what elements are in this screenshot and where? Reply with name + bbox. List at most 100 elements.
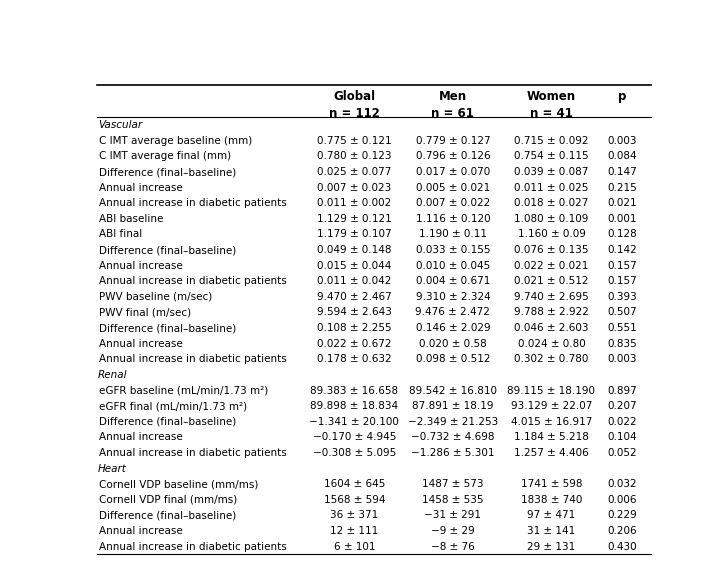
Text: 1.129 ± 0.121: 1.129 ± 0.121	[317, 214, 392, 224]
Text: Annual increase in diabetic patients: Annual increase in diabetic patients	[100, 542, 287, 552]
Text: 1.190 ± 0.11: 1.190 ± 0.11	[419, 230, 487, 239]
Text: PWV baseline (m/sec): PWV baseline (m/sec)	[100, 292, 212, 302]
Text: Annual increase: Annual increase	[100, 432, 183, 443]
Text: 0.229: 0.229	[607, 511, 637, 520]
Text: −1.286 ± 5.301: −1.286 ± 5.301	[411, 448, 494, 458]
Text: 0.754 ± 0.115: 0.754 ± 0.115	[514, 151, 589, 162]
Text: 0.024 ± 0.80: 0.024 ± 0.80	[518, 339, 585, 348]
Text: 0.108 ± 2.255: 0.108 ± 2.255	[317, 323, 392, 333]
Text: Men: Men	[439, 90, 467, 103]
Text: n = 41: n = 41	[530, 106, 573, 119]
Text: −1.341 ± 20.100: −1.341 ± 20.100	[310, 417, 399, 427]
Text: 0.104: 0.104	[607, 432, 637, 443]
Text: 0.147: 0.147	[607, 167, 637, 177]
Text: 0.005 ± 0.021: 0.005 ± 0.021	[416, 182, 490, 193]
Text: 0.022 ± 0.672: 0.022 ± 0.672	[317, 339, 392, 348]
Text: 1.080 ± 0.109: 1.080 ± 0.109	[514, 214, 589, 224]
Text: 0.011 ± 0.042: 0.011 ± 0.042	[317, 276, 391, 286]
Text: 0.018 ± 0.027: 0.018 ± 0.027	[514, 198, 589, 208]
Text: 0.007 ± 0.022: 0.007 ± 0.022	[416, 198, 490, 208]
Text: Annual increase in diabetic patients: Annual increase in diabetic patients	[100, 448, 287, 458]
Text: 1458 ± 535: 1458 ± 535	[422, 495, 483, 505]
Text: Cornell VDP final (mm/ms): Cornell VDP final (mm/ms)	[100, 495, 238, 505]
Text: 0.022 ± 0.021: 0.022 ± 0.021	[514, 261, 589, 271]
Text: n = 112: n = 112	[329, 106, 379, 119]
Text: 9.310 ± 2.324: 9.310 ± 2.324	[416, 292, 490, 302]
Text: 0.033 ± 0.155: 0.033 ± 0.155	[416, 245, 490, 255]
Text: 36 ± 371: 36 ± 371	[330, 511, 378, 520]
Text: 0.430: 0.430	[607, 542, 637, 552]
Text: 0.206: 0.206	[607, 526, 637, 536]
Text: 0.207: 0.207	[607, 401, 637, 411]
Text: 0.796 ± 0.126: 0.796 ± 0.126	[416, 151, 490, 162]
Text: Cornell VDP baseline (mm/ms): Cornell VDP baseline (mm/ms)	[100, 479, 259, 489]
Text: 1604 ± 645: 1604 ± 645	[324, 479, 385, 489]
Text: −0.732 ± 4.698: −0.732 ± 4.698	[411, 432, 494, 443]
Text: −8 ± 76: −8 ± 76	[431, 542, 475, 552]
Text: 0.020 ± 0.58: 0.020 ± 0.58	[419, 339, 487, 348]
Text: Annual increase: Annual increase	[100, 261, 183, 271]
Text: 1568 ± 594: 1568 ± 594	[324, 495, 385, 505]
Text: 0.507: 0.507	[607, 307, 637, 318]
Text: Annual increase: Annual increase	[100, 339, 183, 348]
Text: 0.157: 0.157	[607, 276, 637, 286]
Text: 0.004 ± 0.671: 0.004 ± 0.671	[416, 276, 490, 286]
Text: 1.184 ± 5.218: 1.184 ± 5.218	[514, 432, 589, 443]
Text: 0.010 ± 0.045: 0.010 ± 0.045	[416, 261, 490, 271]
Text: −0.170 ± 4.945: −0.170 ± 4.945	[313, 432, 396, 443]
Text: 0.551: 0.551	[607, 323, 637, 333]
Text: Heart: Heart	[98, 463, 127, 473]
Text: eGFR baseline (mL/min/1.73 m²): eGFR baseline (mL/min/1.73 m²)	[100, 386, 268, 396]
Text: Annual increase in diabetic patients: Annual increase in diabetic patients	[100, 198, 287, 208]
Text: Difference (final–baseline): Difference (final–baseline)	[100, 245, 236, 255]
Text: 0.003: 0.003	[607, 354, 637, 364]
Text: 89.383 ± 16.658: 89.383 ± 16.658	[310, 386, 398, 396]
Text: 0.128: 0.128	[607, 230, 637, 239]
Text: n = 61: n = 61	[431, 106, 474, 119]
Text: 1.179 ± 0.107: 1.179 ± 0.107	[317, 230, 392, 239]
Text: Difference (final–baseline): Difference (final–baseline)	[100, 323, 236, 333]
Text: 1.257 ± 4.406: 1.257 ± 4.406	[514, 448, 589, 458]
Text: 1838 ± 740: 1838 ± 740	[521, 495, 582, 505]
Text: 1741 ± 598: 1741 ± 598	[521, 479, 582, 489]
Text: 0.039 ± 0.087: 0.039 ± 0.087	[514, 167, 589, 177]
Text: 0.046 ± 2.603: 0.046 ± 2.603	[514, 323, 589, 333]
Text: −9 ± 29: −9 ± 29	[431, 526, 475, 536]
Text: 6 ± 101: 6 ± 101	[334, 542, 375, 552]
Text: 0.157: 0.157	[607, 261, 637, 271]
Text: 0.779 ± 0.127: 0.779 ± 0.127	[416, 136, 490, 146]
Text: 0.017 ± 0.070: 0.017 ± 0.070	[416, 167, 490, 177]
Text: 0.142: 0.142	[607, 245, 637, 255]
Text: 0.049 ± 0.148: 0.049 ± 0.148	[317, 245, 392, 255]
Text: 97 ± 471: 97 ± 471	[527, 511, 576, 520]
Text: 0.302 ± 0.780: 0.302 ± 0.780	[514, 354, 589, 364]
Text: Women: Women	[527, 90, 576, 103]
Text: 29 ± 131: 29 ± 131	[527, 542, 576, 552]
Text: 0.011 ± 0.025: 0.011 ± 0.025	[514, 182, 589, 193]
Text: 9.476 ± 2.472: 9.476 ± 2.472	[415, 307, 490, 318]
Text: 0.032: 0.032	[607, 479, 637, 489]
Text: ABI baseline: ABI baseline	[100, 214, 164, 224]
Text: Renal: Renal	[98, 370, 128, 380]
Text: 0.178 ± 0.632: 0.178 ± 0.632	[317, 354, 392, 364]
Text: 0.021: 0.021	[607, 198, 637, 208]
Text: −31 ± 291: −31 ± 291	[425, 511, 481, 520]
Text: eGFR final (mL/min/1.73 m²): eGFR final (mL/min/1.73 m²)	[100, 401, 247, 411]
Text: 0.015 ± 0.044: 0.015 ± 0.044	[317, 261, 391, 271]
Text: Annual increase in diabetic patients: Annual increase in diabetic patients	[100, 354, 287, 364]
Text: 0.011 ± 0.002: 0.011 ± 0.002	[317, 198, 391, 208]
Text: −2.349 ± 21.253: −2.349 ± 21.253	[408, 417, 498, 427]
Text: Difference (final–baseline): Difference (final–baseline)	[100, 417, 236, 427]
Text: 87.891 ± 18.19: 87.891 ± 18.19	[412, 401, 494, 411]
Text: 0.780 ± 0.123: 0.780 ± 0.123	[317, 151, 392, 162]
Text: 0.215: 0.215	[607, 182, 637, 193]
Text: 0.897: 0.897	[607, 386, 637, 396]
Text: 0.025 ± 0.077: 0.025 ± 0.077	[317, 167, 391, 177]
Text: p: p	[618, 90, 626, 103]
Text: 31 ± 141: 31 ± 141	[527, 526, 576, 536]
Text: 0.003: 0.003	[607, 136, 637, 146]
Text: 89.115 ± 18.190: 89.115 ± 18.190	[507, 386, 595, 396]
Text: 0.001: 0.001	[607, 214, 637, 224]
Text: Annual increase: Annual increase	[100, 182, 183, 193]
Text: 0.006: 0.006	[607, 495, 637, 505]
